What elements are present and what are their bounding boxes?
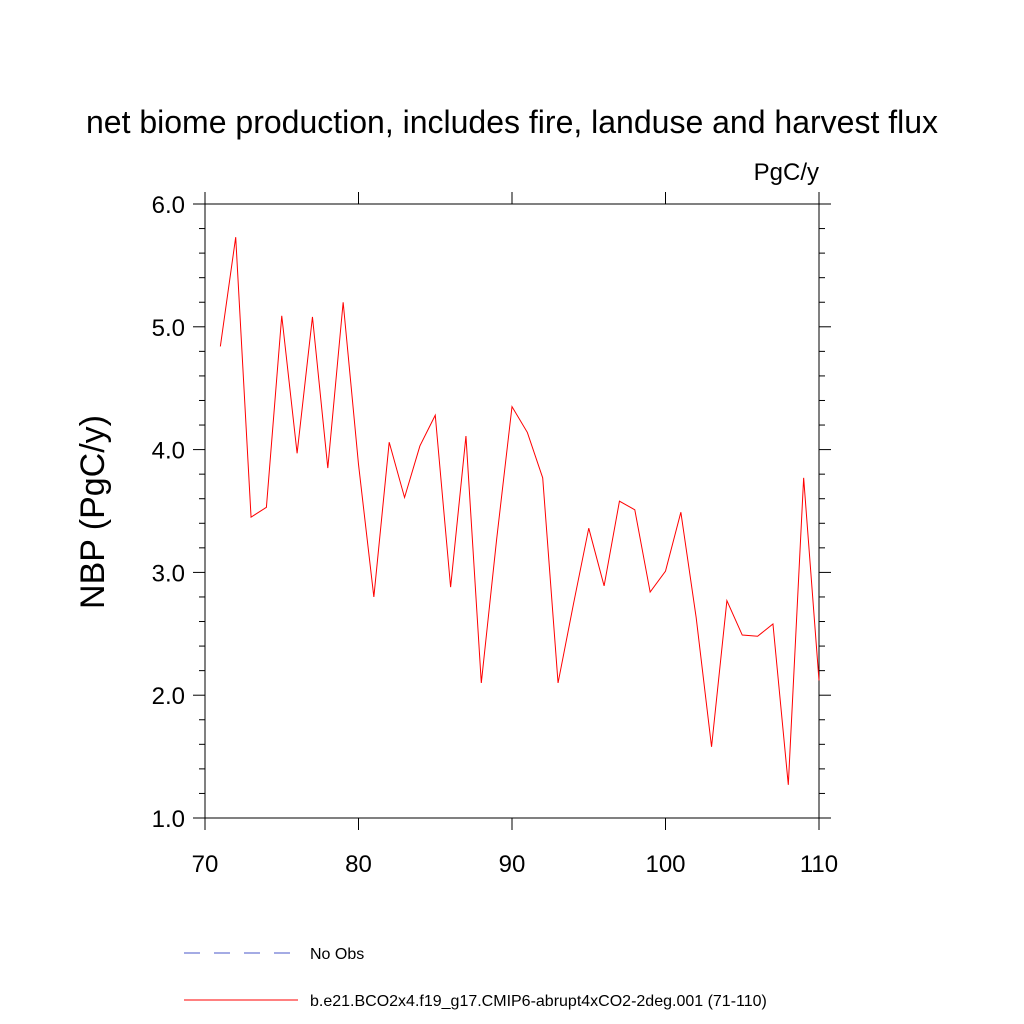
series-line <box>219 237 820 785</box>
legend: No Obs b.e21.BCO2x4.f19_g17.CMIP6-abrupt4… <box>184 946 767 1010</box>
x-tick-label: 70 <box>192 851 219 878</box>
y-tick-label: 6.0 <box>152 192 185 219</box>
y-tick-label: 3.0 <box>152 560 185 587</box>
units-label: PgC/y <box>754 159 819 186</box>
x-tick-label: 80 <box>345 851 372 878</box>
legend-label: b.e21.BCO2x4.f19_g17.CMIP6-abrupt4xCO2-2… <box>310 993 767 1010</box>
axis-tick-labels: 1.0 2.0 3.0 4.0 5.0 6.0 70 80 90 100 110 <box>152 192 839 878</box>
chart-title: net biome production, includes fire, lan… <box>86 104 938 140</box>
legend-label: No Obs <box>310 946 364 963</box>
series-layer <box>219 237 820 785</box>
axis-ticks <box>193 192 831 830</box>
plot-frame <box>204 203 820 819</box>
y-tick-label: 2.0 <box>152 683 185 710</box>
y-tick-label: 5.0 <box>152 315 185 342</box>
x-tick-label: 110 <box>800 851 838 878</box>
y-axis-label: NBP (PgC/y) <box>74 415 112 609</box>
y-tick-label: 4.0 <box>152 438 185 465</box>
x-tick-label: 90 <box>499 851 526 878</box>
x-tick-label: 100 <box>645 851 685 878</box>
y-tick-label: 1.0 <box>152 806 185 833</box>
